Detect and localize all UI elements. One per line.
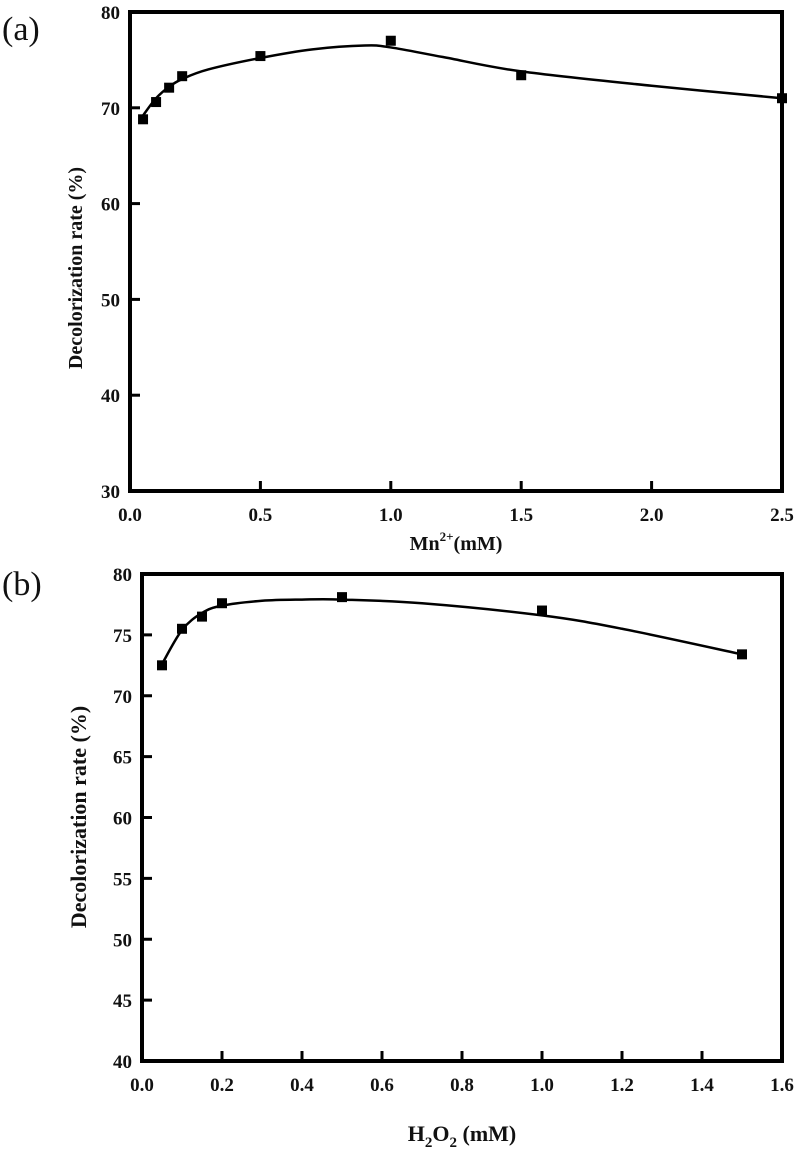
a-x-tick-label: 1.0 <box>379 505 403 526</box>
b-data-point <box>217 598 227 609</box>
b-x-tick-label: 1.6 <box>770 1075 794 1096</box>
b-x-tick-label: 1.2 <box>610 1075 634 1096</box>
panel-b-y-tick-labels: 40 45 50 55 60 65 70 75 80 <box>113 565 132 1073</box>
panel-a-y-tick-labels: 30 40 50 60 70 80 <box>101 3 120 503</box>
a-y-tick-label: 60 <box>101 195 120 216</box>
panel-a-fit-curve <box>142 44 783 117</box>
panel-b-data-points <box>157 592 747 671</box>
panel-b-label: (b) <box>2 566 42 603</box>
b-x-tick-label: 0.2 <box>210 1075 234 1096</box>
panel-a-ticks <box>128 10 784 493</box>
a-y-tick-label: 80 <box>101 3 120 24</box>
a-y-tick-label: 30 <box>101 482 120 503</box>
a-data-point <box>164 82 175 93</box>
panel-a-y-axis-title: Decolorization rate (%) <box>65 167 87 369</box>
panel-b: (b) 0.0 0.2 0.4 0.6 0.8 1.0 1.2 1.4 1.6 40 45 50 55… <box>2 565 794 1151</box>
b-x-tick-label: 0.6 <box>370 1075 394 1096</box>
b-data-point <box>177 623 187 634</box>
a-x-tick-label: 2.0 <box>640 505 664 526</box>
panel-b-x-title-sub2: 2 <box>450 1135 458 1151</box>
a-x-tick-label: 1.5 <box>509 505 533 526</box>
panel-a-x-title-tail: (mM) <box>454 533 503 555</box>
a-y-tick-label: 40 <box>101 386 120 407</box>
panel-a-x-tick-labels: 0.0 0.5 1.0 1.5 2.0 2.5 <box>118 505 794 526</box>
panel-a-x-title-sup: 2+ <box>440 529 454 544</box>
panel-a-data-points <box>138 35 787 125</box>
panel-a-frame <box>128 10 784 493</box>
panel-b-x-title-sub1: 2 <box>425 1135 433 1151</box>
panel-b-fit-curve <box>160 597 743 665</box>
a-data-point <box>138 114 149 125</box>
panel-a-x-title-base: Mn <box>410 533 440 555</box>
b-data-point <box>337 592 347 603</box>
a-data-point <box>255 51 266 62</box>
b-data-point <box>737 649 747 660</box>
b-data-point <box>157 660 167 671</box>
panel-b-x-tick-labels: 0.0 0.2 0.4 0.6 0.8 1.0 1.2 1.4 1.6 <box>130 1075 794 1096</box>
b-y-tick-label: 55 <box>113 869 132 890</box>
panel-b-x-title-tail: (mM) <box>457 1121 516 1146</box>
b-x-tick-label: 0.4 <box>290 1075 314 1096</box>
a-y-tick-label: 50 <box>101 290 120 311</box>
b-y-tick-label: 50 <box>113 930 132 951</box>
a-y-tick-label: 70 <box>101 99 120 120</box>
a-data-point <box>177 71 188 82</box>
panel-b-y-axis-title: Decolorization rate (%) <box>66 706 91 928</box>
b-y-tick-label: 80 <box>113 565 132 586</box>
b-y-tick-label: 60 <box>113 809 132 830</box>
b-x-tick-label: 1.4 <box>690 1075 714 1096</box>
b-y-tick-label: 65 <box>113 748 132 769</box>
a-data-point <box>777 93 787 104</box>
a-data-point <box>385 35 396 46</box>
b-y-tick-label: 45 <box>113 991 132 1012</box>
b-y-tick-label: 75 <box>113 626 132 647</box>
panel-b-ticks <box>140 572 784 1063</box>
a-data-point <box>151 97 162 108</box>
panel-a-x-axis-title: Mn2+(mM) <box>410 529 503 555</box>
a-x-tick-label: 0.5 <box>249 505 273 526</box>
panel-b-x-title-mid: O <box>432 1121 449 1146</box>
b-x-tick-label: 0.0 <box>130 1075 154 1096</box>
panel-b-frame <box>140 572 784 1063</box>
panel-a-label: (a) <box>2 11 40 48</box>
b-y-tick-label: 40 <box>113 1052 132 1073</box>
panel-b-x-axis-title: H2O2 (mM) <box>408 1121 517 1151</box>
a-x-tick-label: 0.0 <box>118 505 142 526</box>
a-x-tick-label: 2.5 <box>770 505 794 526</box>
b-data-point <box>197 611 207 622</box>
b-x-tick-label: 1.0 <box>530 1075 554 1096</box>
a-data-point <box>516 70 527 81</box>
b-x-tick-label: 0.8 <box>450 1075 474 1096</box>
panel-a: (a) 0.0 0.5 1.0 1.5 2.0 2.5 30 40 50 60 70 80 Mn2+… <box>2 3 794 555</box>
b-data-point <box>537 605 547 616</box>
panel-b-x-title-base: H <box>408 1121 425 1146</box>
b-y-tick-label: 70 <box>113 687 132 708</box>
